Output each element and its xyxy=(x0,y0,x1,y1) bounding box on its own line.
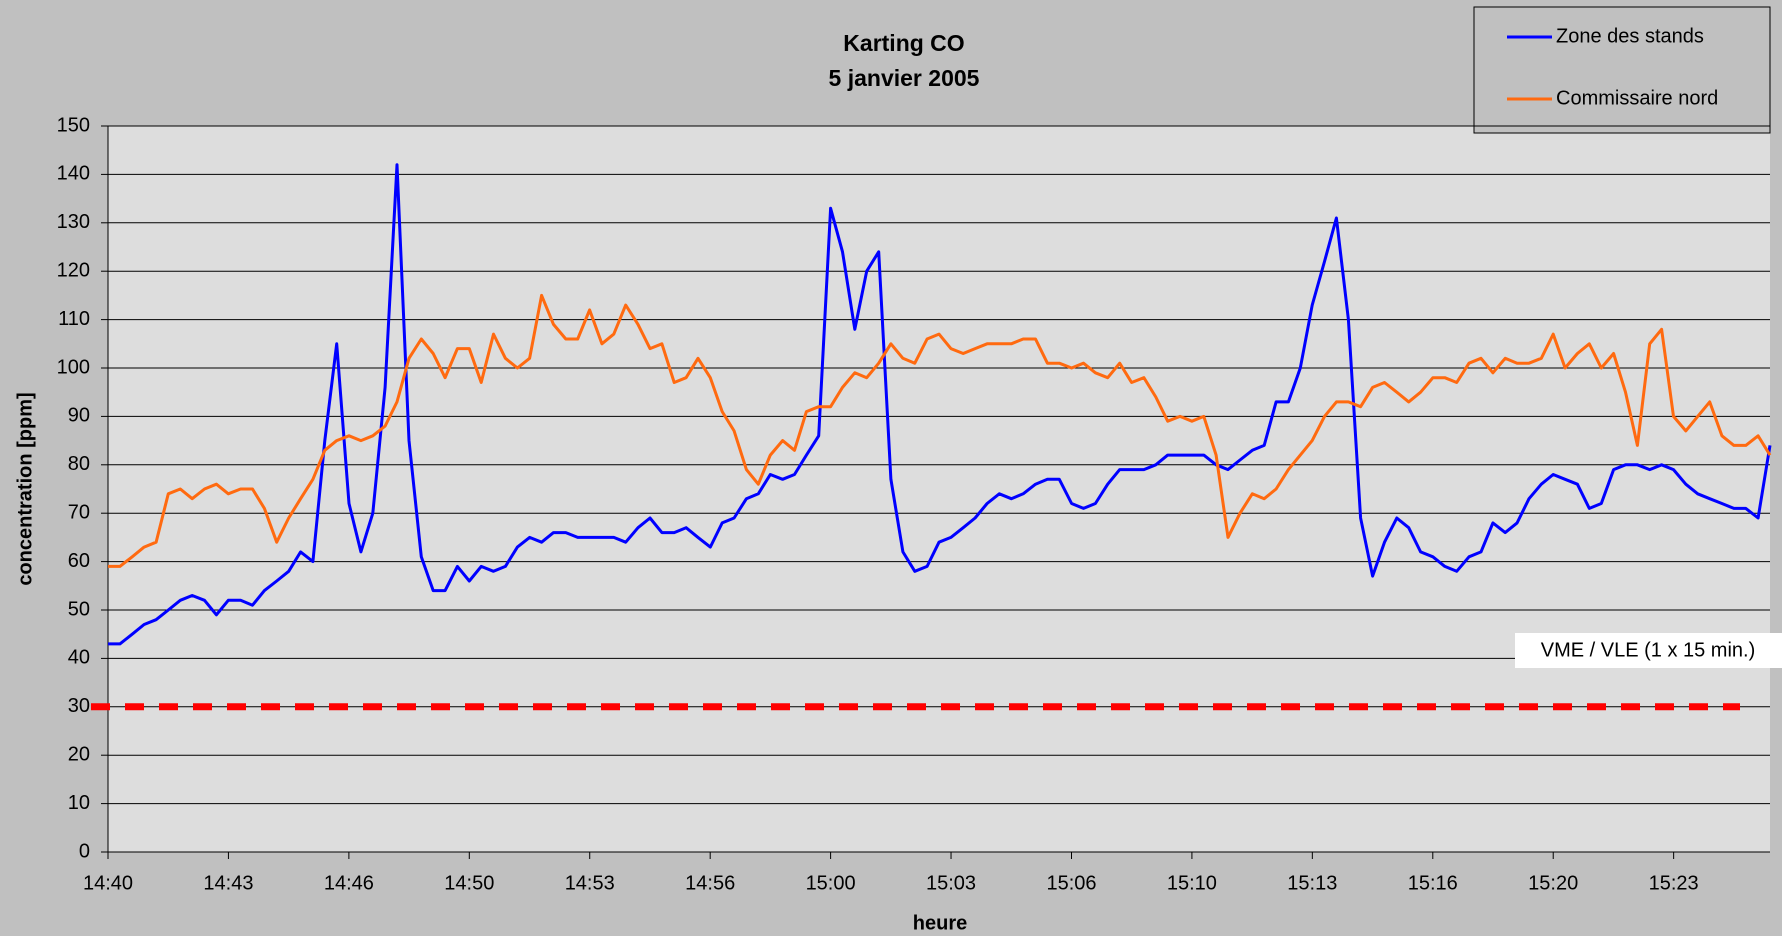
y-tick-label: 60 xyxy=(68,550,90,572)
y-tick-label: 150 xyxy=(57,114,90,136)
chart-subtitle: 5 janvier 2005 xyxy=(829,65,980,91)
y-tick-label: 50 xyxy=(68,598,90,620)
y-tick-label: 120 xyxy=(57,259,90,281)
x-tick-label: 14:43 xyxy=(203,872,253,894)
x-tick-label: 15:20 xyxy=(1528,872,1578,894)
y-tick-label: 140 xyxy=(57,163,90,185)
x-tick-label: 15:03 xyxy=(926,872,976,894)
x-tick-label: 15:16 xyxy=(1408,872,1458,894)
y-tick-label: 110 xyxy=(58,308,90,330)
legend-label: Zone des stands xyxy=(1556,25,1704,47)
x-tick-label: 14:56 xyxy=(685,872,735,894)
series-line xyxy=(108,163,1772,646)
x-tick-label: 15:00 xyxy=(806,872,856,894)
plot-area xyxy=(108,126,1770,852)
y-tick-label: 70 xyxy=(68,501,90,523)
y-tick-label: 10 xyxy=(68,792,90,814)
x-tick-label: 14:40 xyxy=(83,872,133,894)
y-axis-label: concentration [ppm] xyxy=(14,392,36,585)
x-tick-label: 14:53 xyxy=(565,872,615,894)
x-tick-label: 15:10 xyxy=(1167,872,1217,894)
y-tick-label: 130 xyxy=(57,211,90,233)
series-line xyxy=(108,293,1772,568)
x-tick-label: 15:06 xyxy=(1046,872,1096,894)
y-tick-label: 80 xyxy=(68,453,90,475)
chart-title: Karting CO xyxy=(843,30,964,56)
legend-box xyxy=(1473,6,1771,134)
x-tick-label: 14:46 xyxy=(324,872,374,894)
threshold-label: VME / VLE (1 x 15 min.) xyxy=(1541,639,1756,661)
y-tick-label: 40 xyxy=(68,647,90,669)
y-tick-label: 90 xyxy=(68,405,90,427)
y-tick-label: 0 xyxy=(79,840,90,862)
y-tick-label: 100 xyxy=(57,356,90,378)
y-tick-label: 30 xyxy=(68,695,90,717)
x-tick-label: 14:50 xyxy=(444,872,494,894)
threshold-label-box xyxy=(1515,633,1782,668)
legend-label: Commissaire nord xyxy=(1556,87,1718,109)
x-tick-label: 15:23 xyxy=(1649,872,1699,894)
y-tick-label: 20 xyxy=(68,743,90,765)
x-axis-label: heure xyxy=(913,912,967,934)
x-tick-label: 15:13 xyxy=(1287,872,1337,894)
